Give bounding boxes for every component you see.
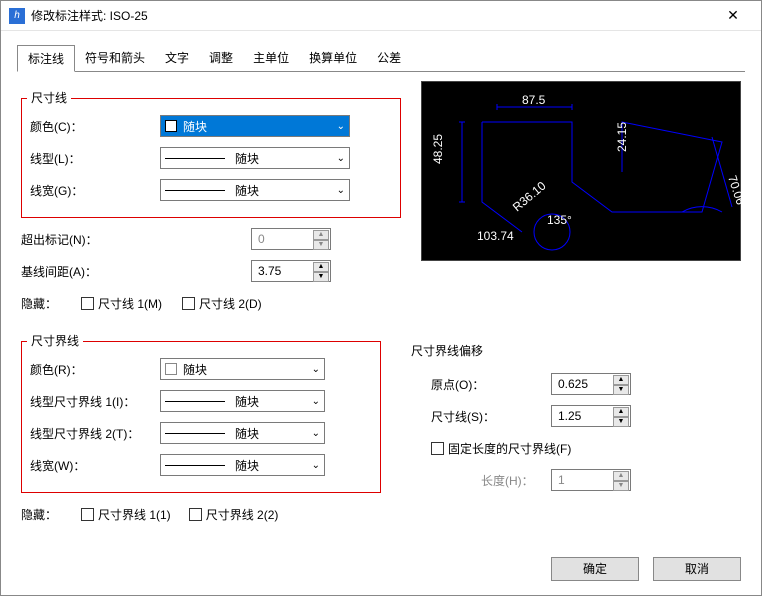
hide2-label: 尺寸线 2(D) bbox=[199, 295, 262, 312]
ltype-select[interactable]: 随块⌄ bbox=[160, 147, 350, 169]
dimline-group-label: 尺寸线 bbox=[27, 89, 71, 106]
preview-ang: 135° bbox=[547, 213, 572, 227]
origin-label: 原点(O)： bbox=[411, 376, 551, 393]
hide1-label: 尺寸线 1(M) bbox=[98, 295, 162, 312]
len-spinner: 1▲▼ bbox=[551, 469, 631, 491]
tab-alt[interactable]: 换算单位 bbox=[299, 45, 367, 72]
ext-lw-label: 线宽(W)： bbox=[30, 457, 160, 474]
hide-label: 隐藏： bbox=[21, 295, 81, 312]
color-label: 颜色(C)： bbox=[30, 118, 160, 135]
preview-left: 48.25 bbox=[431, 134, 445, 164]
tab-primary[interactable]: 主单位 bbox=[243, 45, 299, 72]
window-title: 修改标注样式: ISO-25 bbox=[31, 7, 713, 24]
hide2-checkbox[interactable] bbox=[182, 297, 195, 310]
fixed-label: 固定长度的尺寸界线(F) bbox=[448, 440, 571, 457]
titlebar: h 修改标注样式: ISO-25 ✕ bbox=[1, 1, 761, 31]
tab-text[interactable]: 文字 bbox=[155, 45, 199, 72]
ext-lt1-label: 线型尺寸界线 1(I)： bbox=[30, 393, 160, 410]
ext-color-label: 颜色(R)： bbox=[30, 361, 160, 378]
extline-redbox: 颜色(R)： 随块⌄ 线型尺寸界线 1(I)： 随块⌄ 线型尺寸界线 2(T)：… bbox=[21, 341, 381, 493]
color-select[interactable]: 随块⌄ bbox=[160, 115, 350, 137]
dimline-redbox: 颜色(C)： 随块⌄ 线型(L)： 随块⌄ 线宽(G)： 随块⌄ bbox=[21, 98, 401, 218]
ok-button[interactable]: 确定 bbox=[551, 557, 639, 581]
ext-hide1-checkbox[interactable] bbox=[81, 508, 94, 521]
len-label: 长度(H)： bbox=[411, 472, 551, 489]
preview-r: R36.10 bbox=[510, 178, 549, 214]
ext-hide1-label: 尺寸界线 1(1) bbox=[98, 506, 171, 523]
ext-label: 超出标记(N)： bbox=[21, 231, 151, 248]
ext-lw-select[interactable]: 随块⌄ bbox=[160, 454, 325, 476]
dimoff-label: 尺寸线(S)： bbox=[411, 408, 551, 425]
ext-hide-label: 隐藏： bbox=[21, 506, 81, 523]
ext-color-select[interactable]: 随块⌄ bbox=[160, 358, 325, 380]
ext-lt2-label: 线型尺寸界线 2(T)： bbox=[30, 425, 160, 442]
tab-fit[interactable]: 调整 bbox=[199, 45, 243, 72]
ext-spinner[interactable]: 0▲▼ bbox=[251, 228, 331, 250]
preview-pane: 87.5 48.25 24.15 70.06 R36.10 135° 103.7… bbox=[421, 81, 741, 261]
fixed-checkbox[interactable] bbox=[431, 442, 444, 455]
base-label: 基线间距(A)： bbox=[21, 263, 151, 280]
lw-select[interactable]: 随块⌄ bbox=[160, 179, 350, 201]
preview-top: 87.5 bbox=[522, 93, 546, 107]
preview-diam: 103.74 bbox=[477, 229, 514, 243]
tab-bar: 标注线 符号和箭头 文字 调整 主单位 换算单位 公差 bbox=[1, 31, 761, 72]
tab-tol[interactable]: 公差 bbox=[367, 45, 411, 72]
offset-group-label: 尺寸界线偏移 bbox=[411, 342, 741, 359]
ext-hide2-label: 尺寸界线 2(2) bbox=[206, 506, 279, 523]
ext-hide2-checkbox[interactable] bbox=[189, 508, 202, 521]
ext-lt2-select[interactable]: 随块⌄ bbox=[160, 422, 325, 444]
close-icon[interactable]: ✕ bbox=[713, 7, 753, 24]
origin-spinner[interactable]: 0.625▲▼ bbox=[551, 373, 631, 395]
hide1-checkbox[interactable] bbox=[81, 297, 94, 310]
dimoff-spinner[interactable]: 1.25▲▼ bbox=[551, 405, 631, 427]
extline-group-label: 尺寸界线 bbox=[27, 332, 83, 349]
tab-dimline[interactable]: 标注线 bbox=[17, 45, 75, 72]
lw-label: 线宽(G)： bbox=[30, 182, 160, 199]
ext-lt1-select[interactable]: 随块⌄ bbox=[160, 390, 325, 412]
cancel-button[interactable]: 取消 bbox=[653, 557, 741, 581]
base-spinner[interactable]: 3.75▲▼ bbox=[251, 260, 331, 282]
ltype-label: 线型(L)： bbox=[30, 150, 160, 167]
app-icon: h bbox=[9, 8, 25, 24]
tab-arrows[interactable]: 符号和箭头 bbox=[75, 45, 155, 72]
preview-mid: 24.15 bbox=[615, 122, 629, 152]
